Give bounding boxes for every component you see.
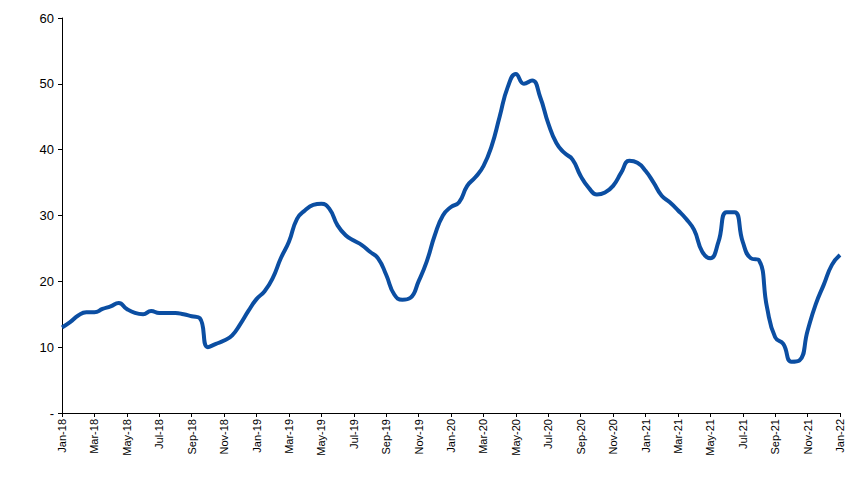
svg-text:Nov-19: Nov-19 bbox=[413, 419, 425, 454]
svg-text:-: - bbox=[50, 406, 54, 421]
svg-text:Nov-21: Nov-21 bbox=[802, 419, 814, 454]
svg-text:Jan-18: Jan-18 bbox=[56, 419, 68, 453]
svg-text:Nov-18: Nov-18 bbox=[218, 419, 230, 454]
svg-text:Mar-20: Mar-20 bbox=[477, 419, 489, 454]
svg-text:Sep-19: Sep-19 bbox=[380, 419, 392, 454]
svg-text:20: 20 bbox=[40, 274, 54, 289]
svg-text:Jan-19: Jan-19 bbox=[251, 419, 263, 453]
svg-text:Jan-20: Jan-20 bbox=[445, 419, 457, 453]
svg-text:10: 10 bbox=[40, 340, 54, 355]
svg-text:Jul-21: Jul-21 bbox=[737, 419, 749, 449]
svg-text:Mar-21: Mar-21 bbox=[672, 419, 684, 454]
svg-text:Jul-18: Jul-18 bbox=[153, 419, 165, 449]
svg-text:Sep-18: Sep-18 bbox=[186, 419, 198, 454]
svg-text:Sep-20: Sep-20 bbox=[575, 419, 587, 454]
svg-text:Sep-21: Sep-21 bbox=[769, 419, 781, 454]
svg-text:30: 30 bbox=[40, 208, 54, 223]
svg-text:May-21: May-21 bbox=[704, 419, 716, 456]
svg-text:May-18: May-18 bbox=[121, 419, 133, 456]
svg-text:60: 60 bbox=[40, 11, 54, 26]
svg-text:Jul-20: Jul-20 bbox=[542, 419, 554, 449]
svg-text:Jul-19: Jul-19 bbox=[348, 419, 360, 449]
svg-text:50: 50 bbox=[40, 76, 54, 91]
svg-text:Jan-22: Jan-22 bbox=[834, 419, 846, 453]
svg-text:Mar-18: Mar-18 bbox=[88, 419, 100, 454]
svg-text:Jan-21: Jan-21 bbox=[640, 419, 652, 453]
svg-text:Nov-20: Nov-20 bbox=[607, 419, 619, 454]
svg-text:May-20: May-20 bbox=[510, 419, 522, 456]
svg-text:May-19: May-19 bbox=[315, 419, 327, 456]
svg-text:Mar-19: Mar-19 bbox=[283, 419, 295, 454]
svg-text:40: 40 bbox=[40, 142, 54, 157]
